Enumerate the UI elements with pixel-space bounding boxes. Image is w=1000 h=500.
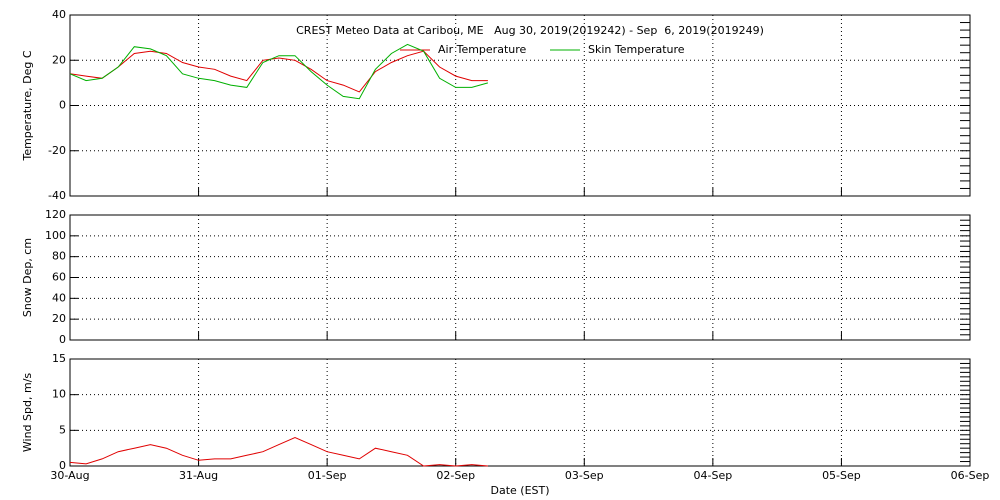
y-tick-label: 40 [52, 8, 66, 21]
legend-label: Air Temperature [438, 43, 527, 56]
x-tick-label: 30-Aug [50, 469, 89, 482]
x-tick-label: 06-Sep [951, 469, 990, 482]
y-tick-label: 15 [52, 352, 66, 365]
x-tick-label: 04-Sep [694, 469, 733, 482]
data-line [69, 43, 489, 100]
y-axis-label: Temperature, Deg C [21, 50, 34, 161]
y-axis-label: Wind Spd, m/s [21, 373, 34, 453]
data-line [69, 436, 488, 467]
y-tick-label: -40 [48, 189, 66, 202]
x-tick-label: 31-Aug [179, 469, 218, 482]
y-tick-label: 20 [52, 312, 66, 325]
y-tick-label: 20 [52, 53, 66, 66]
x-tick-label: 03-Sep [565, 469, 604, 482]
x-tick-label: 05-Sep [822, 469, 861, 482]
x-axis-label: Date (EST) [490, 484, 549, 497]
y-tick-label: 0 [59, 459, 66, 472]
plot-frame [69, 358, 971, 467]
y-tick-label: 40 [52, 291, 66, 304]
data-line [69, 50, 488, 93]
y-tick-label: 5 [59, 423, 66, 436]
y-tick-label: 60 [52, 271, 66, 284]
y-tick-label: 0 [59, 333, 66, 346]
y-tick-label: 80 [52, 250, 66, 263]
chart-title: CREST Meteo Data at Caribou, ME Aug 30, … [296, 24, 764, 37]
y-tick-label: 100 [45, 229, 66, 242]
y-tick-label: -20 [48, 144, 66, 157]
y-tick-label: 0 [59, 99, 66, 112]
legend-label: Skin Temperature [588, 43, 685, 56]
x-tick-label: 01-Sep [308, 469, 347, 482]
y-axis-label: Snow Dep, cm [21, 238, 34, 317]
y-tick-label: 10 [52, 388, 66, 401]
x-tick-label: 02-Sep [436, 469, 475, 482]
y-tick-label: 120 [45, 208, 66, 221]
